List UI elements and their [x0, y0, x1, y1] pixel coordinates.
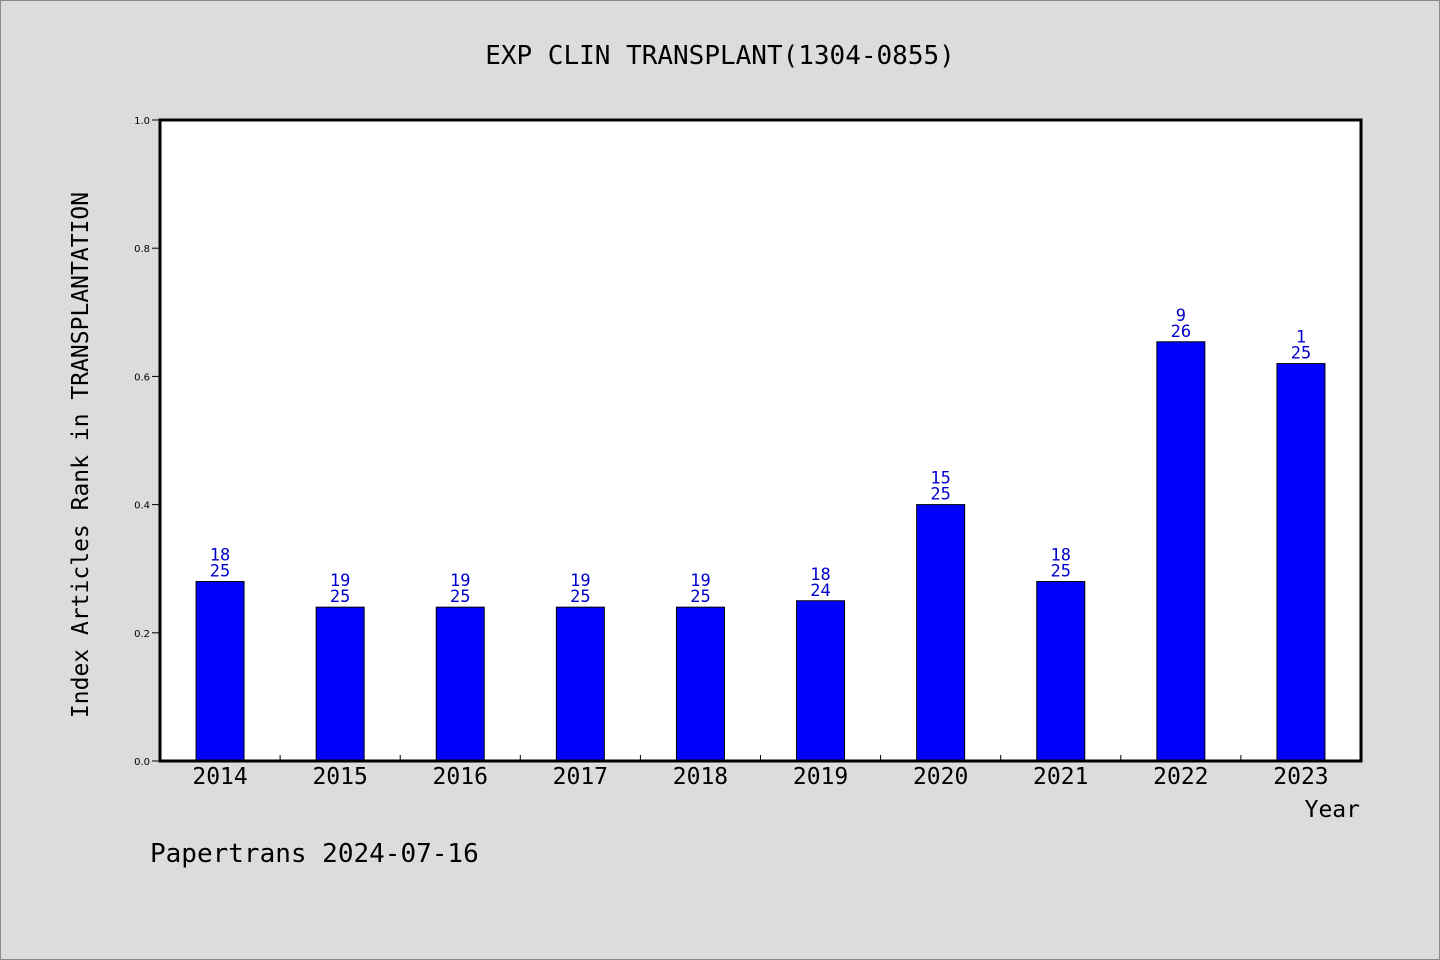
bar-2020	[916, 504, 966, 762]
bar-2018	[675, 606, 725, 762]
x-tick-label: 2018	[673, 764, 728, 790]
bar-label-bottom: 25	[450, 587, 470, 607]
bar-label-bottom: 25	[690, 587, 710, 607]
bar-label-top: 1	[1296, 328, 1306, 348]
x-tick-label: 2023	[1273, 764, 1328, 790]
y-tick-label: 0.2	[134, 629, 150, 640]
bar-label-bottom: 26	[1171, 322, 1191, 342]
y-axis-label: Index Articles Rank in TRANSPLANTATION	[68, 192, 94, 718]
y-tick-label: 1.0	[134, 116, 150, 127]
bar-2014	[195, 581, 245, 762]
x-tick-label: 2017	[553, 764, 608, 790]
bar-label-top: 19	[450, 571, 470, 591]
bar-2021	[1036, 581, 1086, 762]
bar-label-bottom: 25	[930, 485, 950, 505]
bar-label-top: 18	[210, 546, 230, 566]
bar-label-bottom: 25	[210, 562, 230, 582]
x-tick-label: 2015	[312, 764, 367, 790]
bar-label-top: 18	[810, 565, 830, 585]
bar-label-top: 15	[930, 469, 950, 489]
x-axis-label: Year	[1305, 797, 1360, 823]
bar-2015	[315, 606, 365, 762]
y-tick-label: 0.8	[134, 244, 150, 255]
bar-label-bottom: 25	[570, 587, 590, 607]
bar-label-bottom: 25	[1291, 344, 1311, 364]
y-tick-label: 0.0	[134, 757, 150, 768]
bar-2023	[1276, 363, 1326, 762]
chart-title: EXP CLIN TRANSPLANT(1304-0855)	[485, 41, 955, 71]
bar-label-top: 19	[690, 571, 710, 591]
y-tick-label: 0.4	[134, 501, 150, 512]
bar-label-top: 19	[330, 571, 350, 591]
bar-label-bottom: 25	[330, 587, 350, 607]
bar-label-bottom: 24	[810, 581, 830, 601]
bar-2019	[796, 600, 846, 762]
plot-frame	[158, 118, 1363, 763]
plot-area: 1825201419252015192520161925201719252018…	[134, 116, 1363, 790]
footer-text: Papertrans 2024-07-16	[150, 839, 479, 869]
x-tick-label: 2021	[1033, 764, 1088, 790]
x-tick-label: 2014	[192, 764, 247, 790]
x-tick-label: 2016	[433, 764, 488, 790]
x-tick-label: 2020	[913, 764, 968, 790]
bar-label-bottom: 25	[1051, 562, 1071, 582]
x-tick-label: 2019	[793, 764, 848, 790]
bar-2022	[1156, 341, 1206, 762]
bar-2016	[435, 606, 485, 762]
bar-label-top: 19	[570, 571, 590, 591]
bar-2017	[555, 606, 605, 762]
bar-label-top: 18	[1051, 546, 1071, 566]
x-tick-label: 2022	[1153, 764, 1208, 790]
bar-label-top: 9	[1176, 306, 1186, 326]
y-tick-label: 0.6	[134, 372, 150, 383]
